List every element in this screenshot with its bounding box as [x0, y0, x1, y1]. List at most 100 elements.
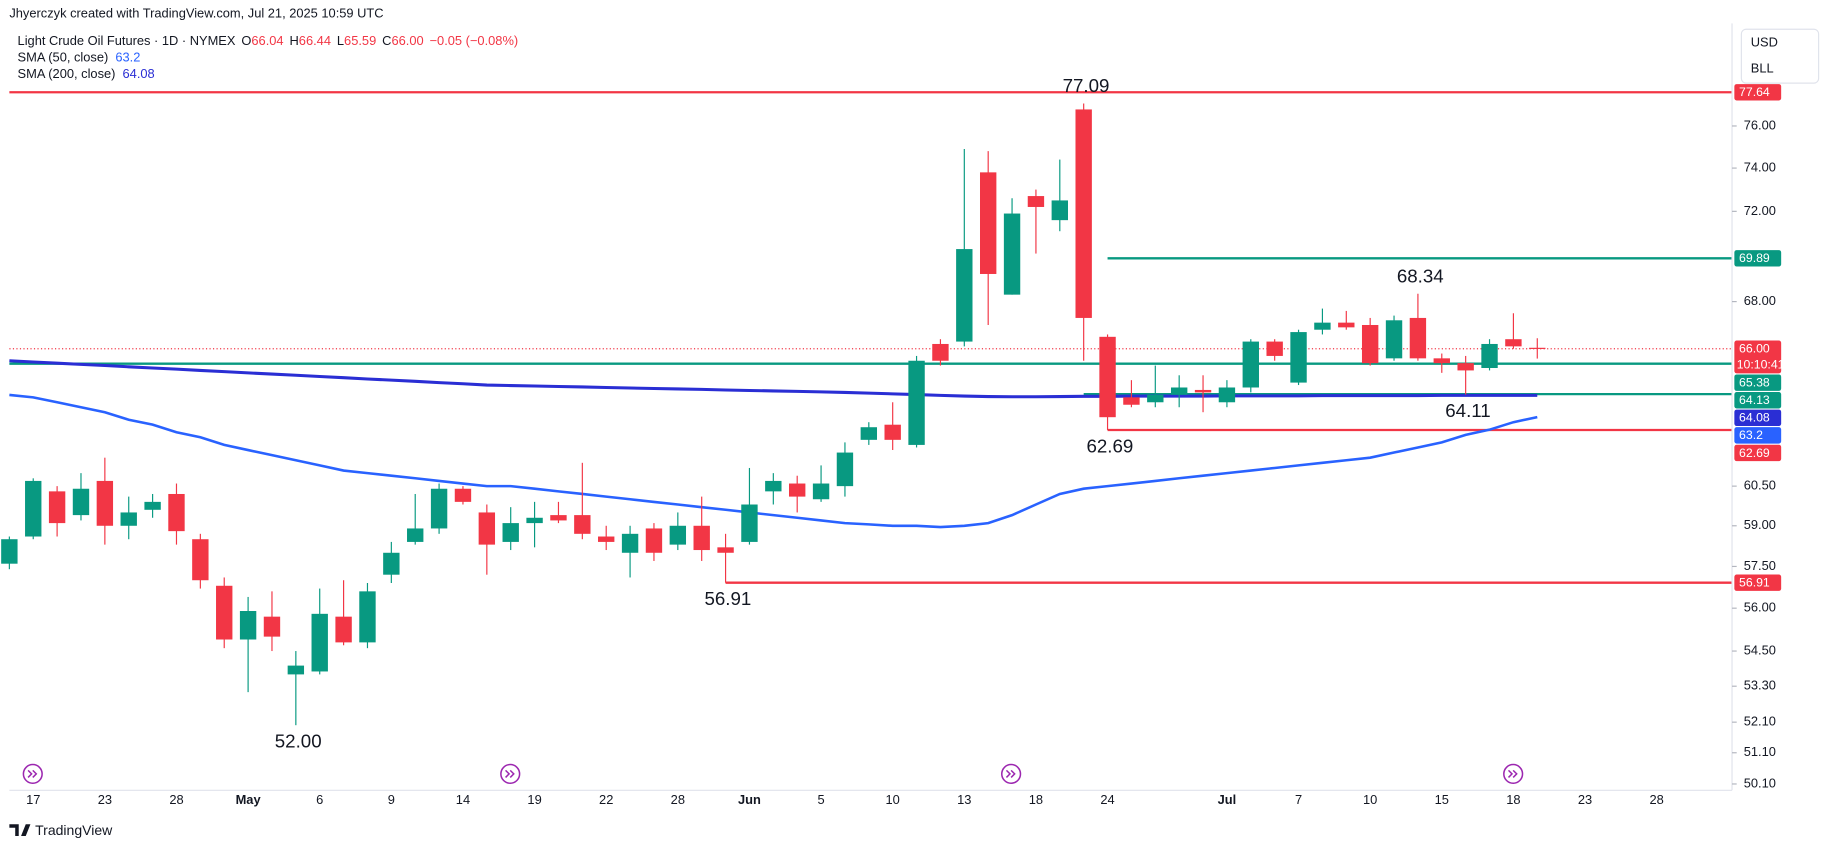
price-annotation: 77.09	[1063, 75, 1110, 96]
candle-body	[956, 249, 973, 342]
candle-body	[1361, 324, 1379, 364]
candle-body	[836, 452, 854, 487]
candle-body	[741, 504, 758, 542]
price-annotation: 64.11	[1445, 400, 1490, 421]
candle-body	[407, 528, 424, 542]
countdown: 10:10:41	[1737, 357, 1785, 371]
candle-body	[1027, 196, 1045, 207]
price-tag	[1734, 374, 1782, 391]
candle-body	[25, 480, 42, 537]
y-tick-label: 57.50	[1744, 558, 1776, 573]
candle-body	[454, 488, 472, 502]
price-tag	[1734, 444, 1782, 462]
candle-body	[908, 360, 925, 445]
ohlc-key: H	[290, 34, 299, 49]
x-tick-label: Jun	[738, 792, 761, 807]
replay-icon[interactable]	[1000, 763, 1022, 785]
candle-body	[430, 488, 448, 529]
candle-body	[311, 613, 328, 672]
ohlc-value: 65.59	[344, 34, 376, 49]
candle-body	[48, 491, 66, 524]
price-tag	[1734, 427, 1782, 444]
candle-body	[1194, 389, 1212, 393]
price-tag	[1734, 392, 1782, 409]
candle-body	[502, 523, 519, 542]
x-tick-label: Jul	[1218, 792, 1237, 807]
candle-body	[1123, 397, 1140, 405]
price-annotation: 62.69	[1086, 435, 1133, 456]
candle-body	[335, 616, 352, 643]
candle-body	[168, 493, 185, 532]
price-annotation: 52.00	[275, 731, 322, 752]
price-tag-label: 65.38	[1739, 376, 1770, 390]
price-tag	[1734, 409, 1782, 427]
y-tick-label: 72.00	[1744, 203, 1776, 218]
x-tick-label: 19	[527, 792, 541, 807]
ohlc-value: 66.04	[251, 34, 283, 49]
unit: BLL	[1751, 60, 1774, 75]
x-tick-label: 28	[671, 792, 685, 807]
legend-name: SMA (200, close)	[18, 66, 116, 81]
candle-body	[574, 515, 591, 534]
sma50-legend: SMA (50, close) 63.2	[18, 50, 141, 65]
candle-body	[1099, 336, 1116, 418]
x-tick-label: 7	[1295, 792, 1302, 807]
replay-icon[interactable]	[500, 763, 521, 785]
currency: USD	[1751, 35, 1778, 50]
candle-body	[192, 539, 209, 581]
candle-body	[1433, 358, 1450, 364]
replay-icons	[22, 763, 1524, 785]
candle-body	[1409, 317, 1427, 359]
x-tick-label: 18	[1506, 792, 1520, 807]
candle-body	[621, 533, 639, 553]
candle-body	[765, 480, 782, 492]
candle-body	[1003, 213, 1021, 295]
candle-body	[1481, 343, 1498, 368]
candle-body	[72, 488, 90, 516]
x-tick-label: 10	[1363, 792, 1377, 807]
y-tick-label: 74.00	[1744, 159, 1776, 174]
ohlc-key: L	[337, 34, 344, 49]
x-tick-label: 23	[98, 792, 112, 807]
y-tick-label: 60.50	[1744, 478, 1776, 493]
candle-body	[263, 616, 281, 637]
price-tag	[1734, 340, 1782, 374]
y-tick-label: 51.10	[1744, 744, 1776, 759]
candle-body	[1385, 320, 1403, 359]
y-tick-label: 56.00	[1744, 600, 1776, 615]
legend-value: 64.08	[123, 66, 155, 81]
candle-body	[144, 501, 161, 510]
x-tick-label: May	[236, 792, 262, 807]
candle-body	[1051, 200, 1068, 221]
candle-body	[1290, 332, 1307, 383]
footer-brand: TradingView	[35, 822, 113, 838]
currency-box[interactable]	[1740, 28, 1820, 84]
x-tick-label: 10	[886, 792, 900, 807]
y-tick-label: 59.00	[1744, 517, 1776, 532]
candle-body	[860, 427, 878, 440]
candle-body	[478, 512, 496, 545]
ohlc-key: C	[382, 34, 391, 49]
sma200-legend: SMA (200, close) 64.08	[18, 66, 155, 81]
candle-body	[120, 512, 137, 526]
candle-body	[1218, 387, 1236, 403]
candle-body	[789, 483, 806, 497]
x-tick-label: 5	[817, 792, 824, 807]
candle-body	[287, 665, 305, 675]
x-tick-label: 18	[1029, 792, 1043, 807]
candle-body	[1314, 322, 1331, 330]
y-tick-label: 50.10	[1744, 775, 1776, 790]
candle-body	[550, 515, 567, 521]
candle-body	[1338, 322, 1355, 328]
price-tag-label: 63.2	[1739, 428, 1763, 442]
replay-icon[interactable]	[1503, 763, 1524, 785]
plot-area	[1, 91, 1733, 726]
price-tag	[1734, 84, 1782, 101]
price-tag-label: 62.69	[1739, 446, 1770, 460]
candle-body	[717, 547, 734, 553]
ohlc-value: 66.44	[299, 34, 331, 49]
x-tick-label: 24	[1100, 792, 1114, 807]
price-tag-label: 64.08	[1739, 411, 1770, 425]
replay-icon[interactable]	[22, 763, 43, 785]
candle-body	[1529, 347, 1546, 349]
